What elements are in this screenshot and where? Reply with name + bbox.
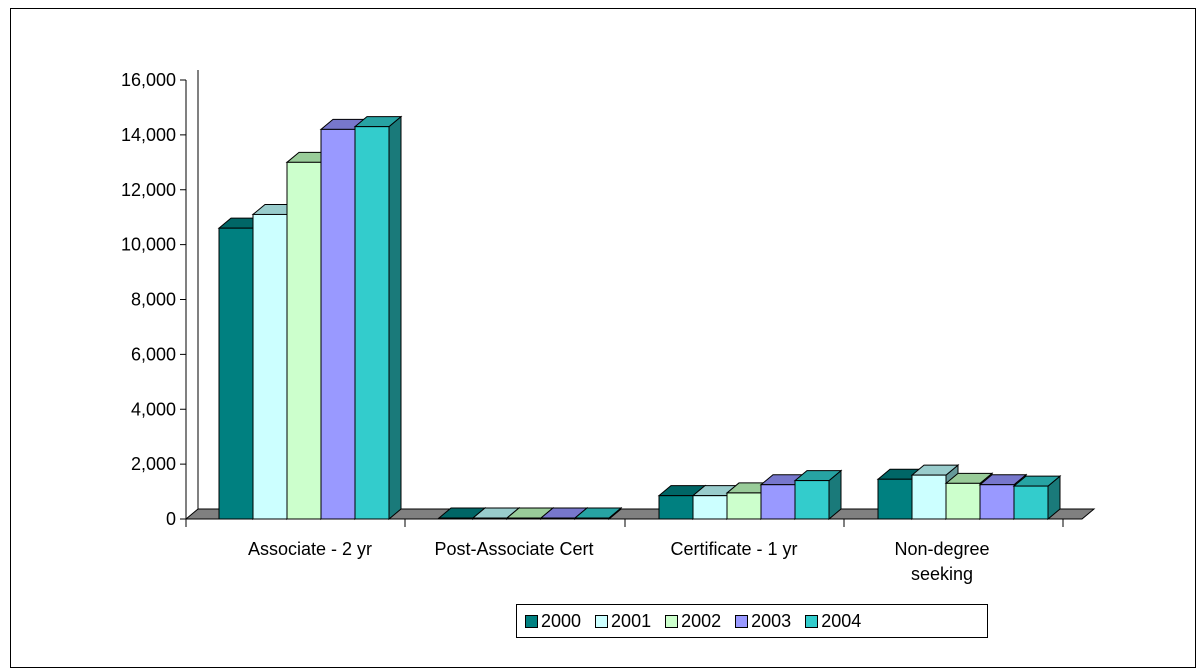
- bar: [794, 480, 830, 520]
- bar: [945, 482, 981, 520]
- legend-label: 2000: [541, 610, 582, 631]
- bar-side: [388, 115, 402, 521]
- bar: [911, 474, 947, 520]
- bar: [540, 517, 576, 520]
- chart-area: [10, 8, 1196, 668]
- legend-item: 2004: [805, 611, 861, 632]
- bar: [1013, 485, 1049, 520]
- bar: [472, 517, 508, 520]
- bar: [726, 492, 762, 520]
- legend-item: 2000: [525, 611, 581, 632]
- bar: [286, 161, 322, 520]
- bar: [760, 484, 796, 520]
- y-tick-label: 2,000: [131, 454, 176, 474]
- legend-item: 2001: [595, 611, 651, 632]
- legend-swatch: [595, 614, 609, 628]
- bar: [506, 517, 542, 520]
- legend-item: 2002: [665, 611, 721, 632]
- y-tick-label: 16,000: [121, 70, 176, 90]
- bar: [320, 128, 356, 520]
- bar: [574, 517, 610, 520]
- category-label: seeking: [911, 564, 973, 584]
- legend-swatch: [735, 614, 749, 628]
- bar: [692, 495, 728, 520]
- bar: [438, 517, 474, 520]
- bar: [354, 126, 390, 520]
- legend-swatch: [805, 614, 819, 628]
- chart-legend: 2000 2001 2002 2003 2004: [516, 604, 988, 638]
- bar: [877, 478, 913, 520]
- category-label: Non-degree: [894, 539, 989, 559]
- y-tick-label: 14,000: [121, 125, 176, 145]
- y-tick-label: 8,000: [131, 290, 176, 310]
- legend-swatch: [525, 614, 538, 628]
- legend-label: 2002: [681, 610, 722, 631]
- bar-chart: 0 2,000 4,000 6,000 8,000 10,000 12,000 14,000 1…: [121, 70, 1096, 584]
- bar: [658, 495, 694, 520]
- category-label: Certificate - 1 yr: [670, 539, 797, 559]
- y-tick-label: 0: [166, 509, 176, 529]
- y-tick-label: 4,000: [131, 399, 176, 419]
- legend-label: 2001: [611, 610, 652, 631]
- legend-item: 2003: [735, 611, 791, 632]
- bar: [979, 484, 1015, 520]
- legend-swatch: [665, 614, 679, 628]
- y-tick-label: 6,000: [131, 344, 176, 364]
- y-tick-label: 10,000: [121, 235, 176, 255]
- category-label: Associate - 2 yr: [248, 539, 372, 559]
- bar: [218, 227, 254, 520]
- category-label: Post-Associate Cert: [434, 539, 593, 559]
- legend-label: 2003: [751, 610, 792, 631]
- bar: [252, 213, 288, 520]
- legend-label: 2004: [821, 610, 862, 631]
- y-tick-label: 12,000: [121, 180, 176, 200]
